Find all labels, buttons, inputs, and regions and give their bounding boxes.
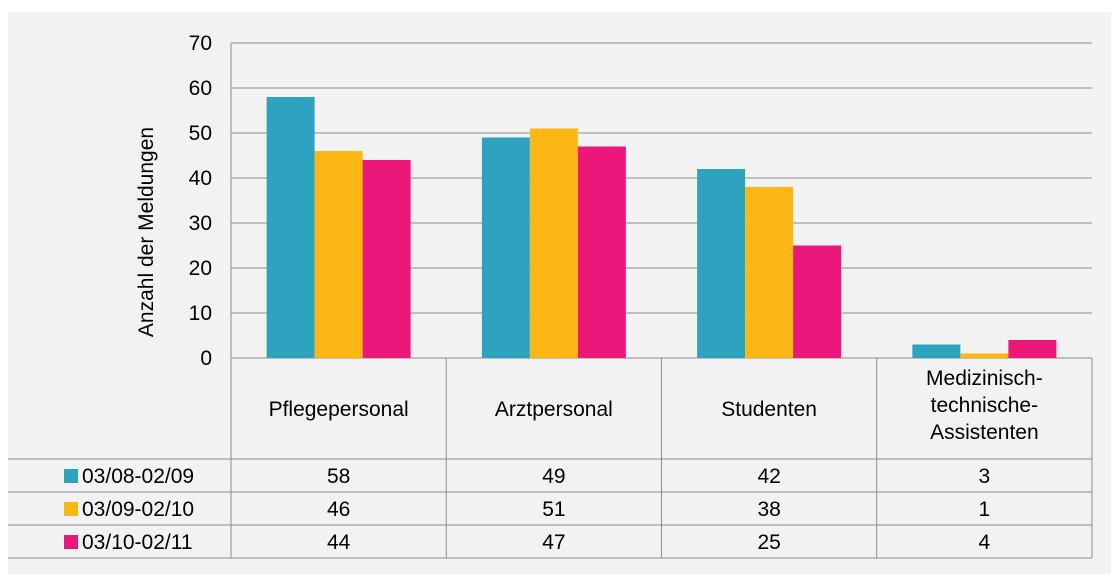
bar [745, 187, 794, 358]
bar [314, 151, 363, 358]
legend-label: 03/10-02/11 [82, 531, 193, 554]
bar [793, 245, 842, 358]
data-table-value: 58 [327, 465, 350, 488]
y-tick-label: 20 [189, 257, 212, 280]
data-table-value: 1 [979, 498, 991, 521]
bar [481, 137, 530, 358]
bar [266, 97, 315, 358]
category-label: Medizinisch- [926, 367, 1043, 390]
y-tick-label: 70 [189, 32, 212, 55]
legend-label: 03/08-02/09 [82, 465, 194, 488]
data-table-value: 42 [757, 465, 780, 488]
data-table-value: 25 [757, 531, 780, 554]
data-table-value: 51 [542, 498, 565, 521]
bar [362, 160, 411, 358]
data-table-value: 46 [327, 498, 350, 521]
bar [960, 353, 1009, 358]
category-label: Arztpersonal [495, 398, 613, 421]
data-table-value: 38 [757, 498, 780, 521]
bar [577, 146, 626, 358]
y-axis-title: Anzahl der Meldungen [135, 127, 158, 337]
category-label: Assistenten [930, 421, 1039, 444]
data-table-value: 3 [979, 465, 991, 488]
data-table-value: 4 [979, 531, 991, 554]
legend-swatch [64, 502, 78, 516]
y-tick-label: 50 [189, 122, 212, 145]
data-table-value: 44 [327, 531, 351, 554]
data-table-value: 47 [542, 531, 565, 554]
y-tick-label: 60 [189, 77, 212, 100]
category-label: technische- [931, 394, 1038, 417]
category-label: Studenten [721, 398, 817, 421]
y-tick-label: 30 [189, 212, 212, 235]
y-tick-label: 10 [189, 302, 212, 325]
bar [697, 169, 746, 358]
y-tick-label: 40 [189, 167, 212, 190]
legend-swatch [64, 469, 78, 483]
bar [1008, 340, 1057, 358]
bar [529, 128, 578, 358]
category-label: Pflegepersonal [269, 398, 409, 421]
legend-swatch [64, 535, 78, 549]
legend-label: 03/09-02/10 [82, 498, 194, 521]
data-table-value: 49 [542, 465, 565, 488]
bar [912, 344, 961, 358]
y-tick-label: 0 [200, 347, 212, 370]
